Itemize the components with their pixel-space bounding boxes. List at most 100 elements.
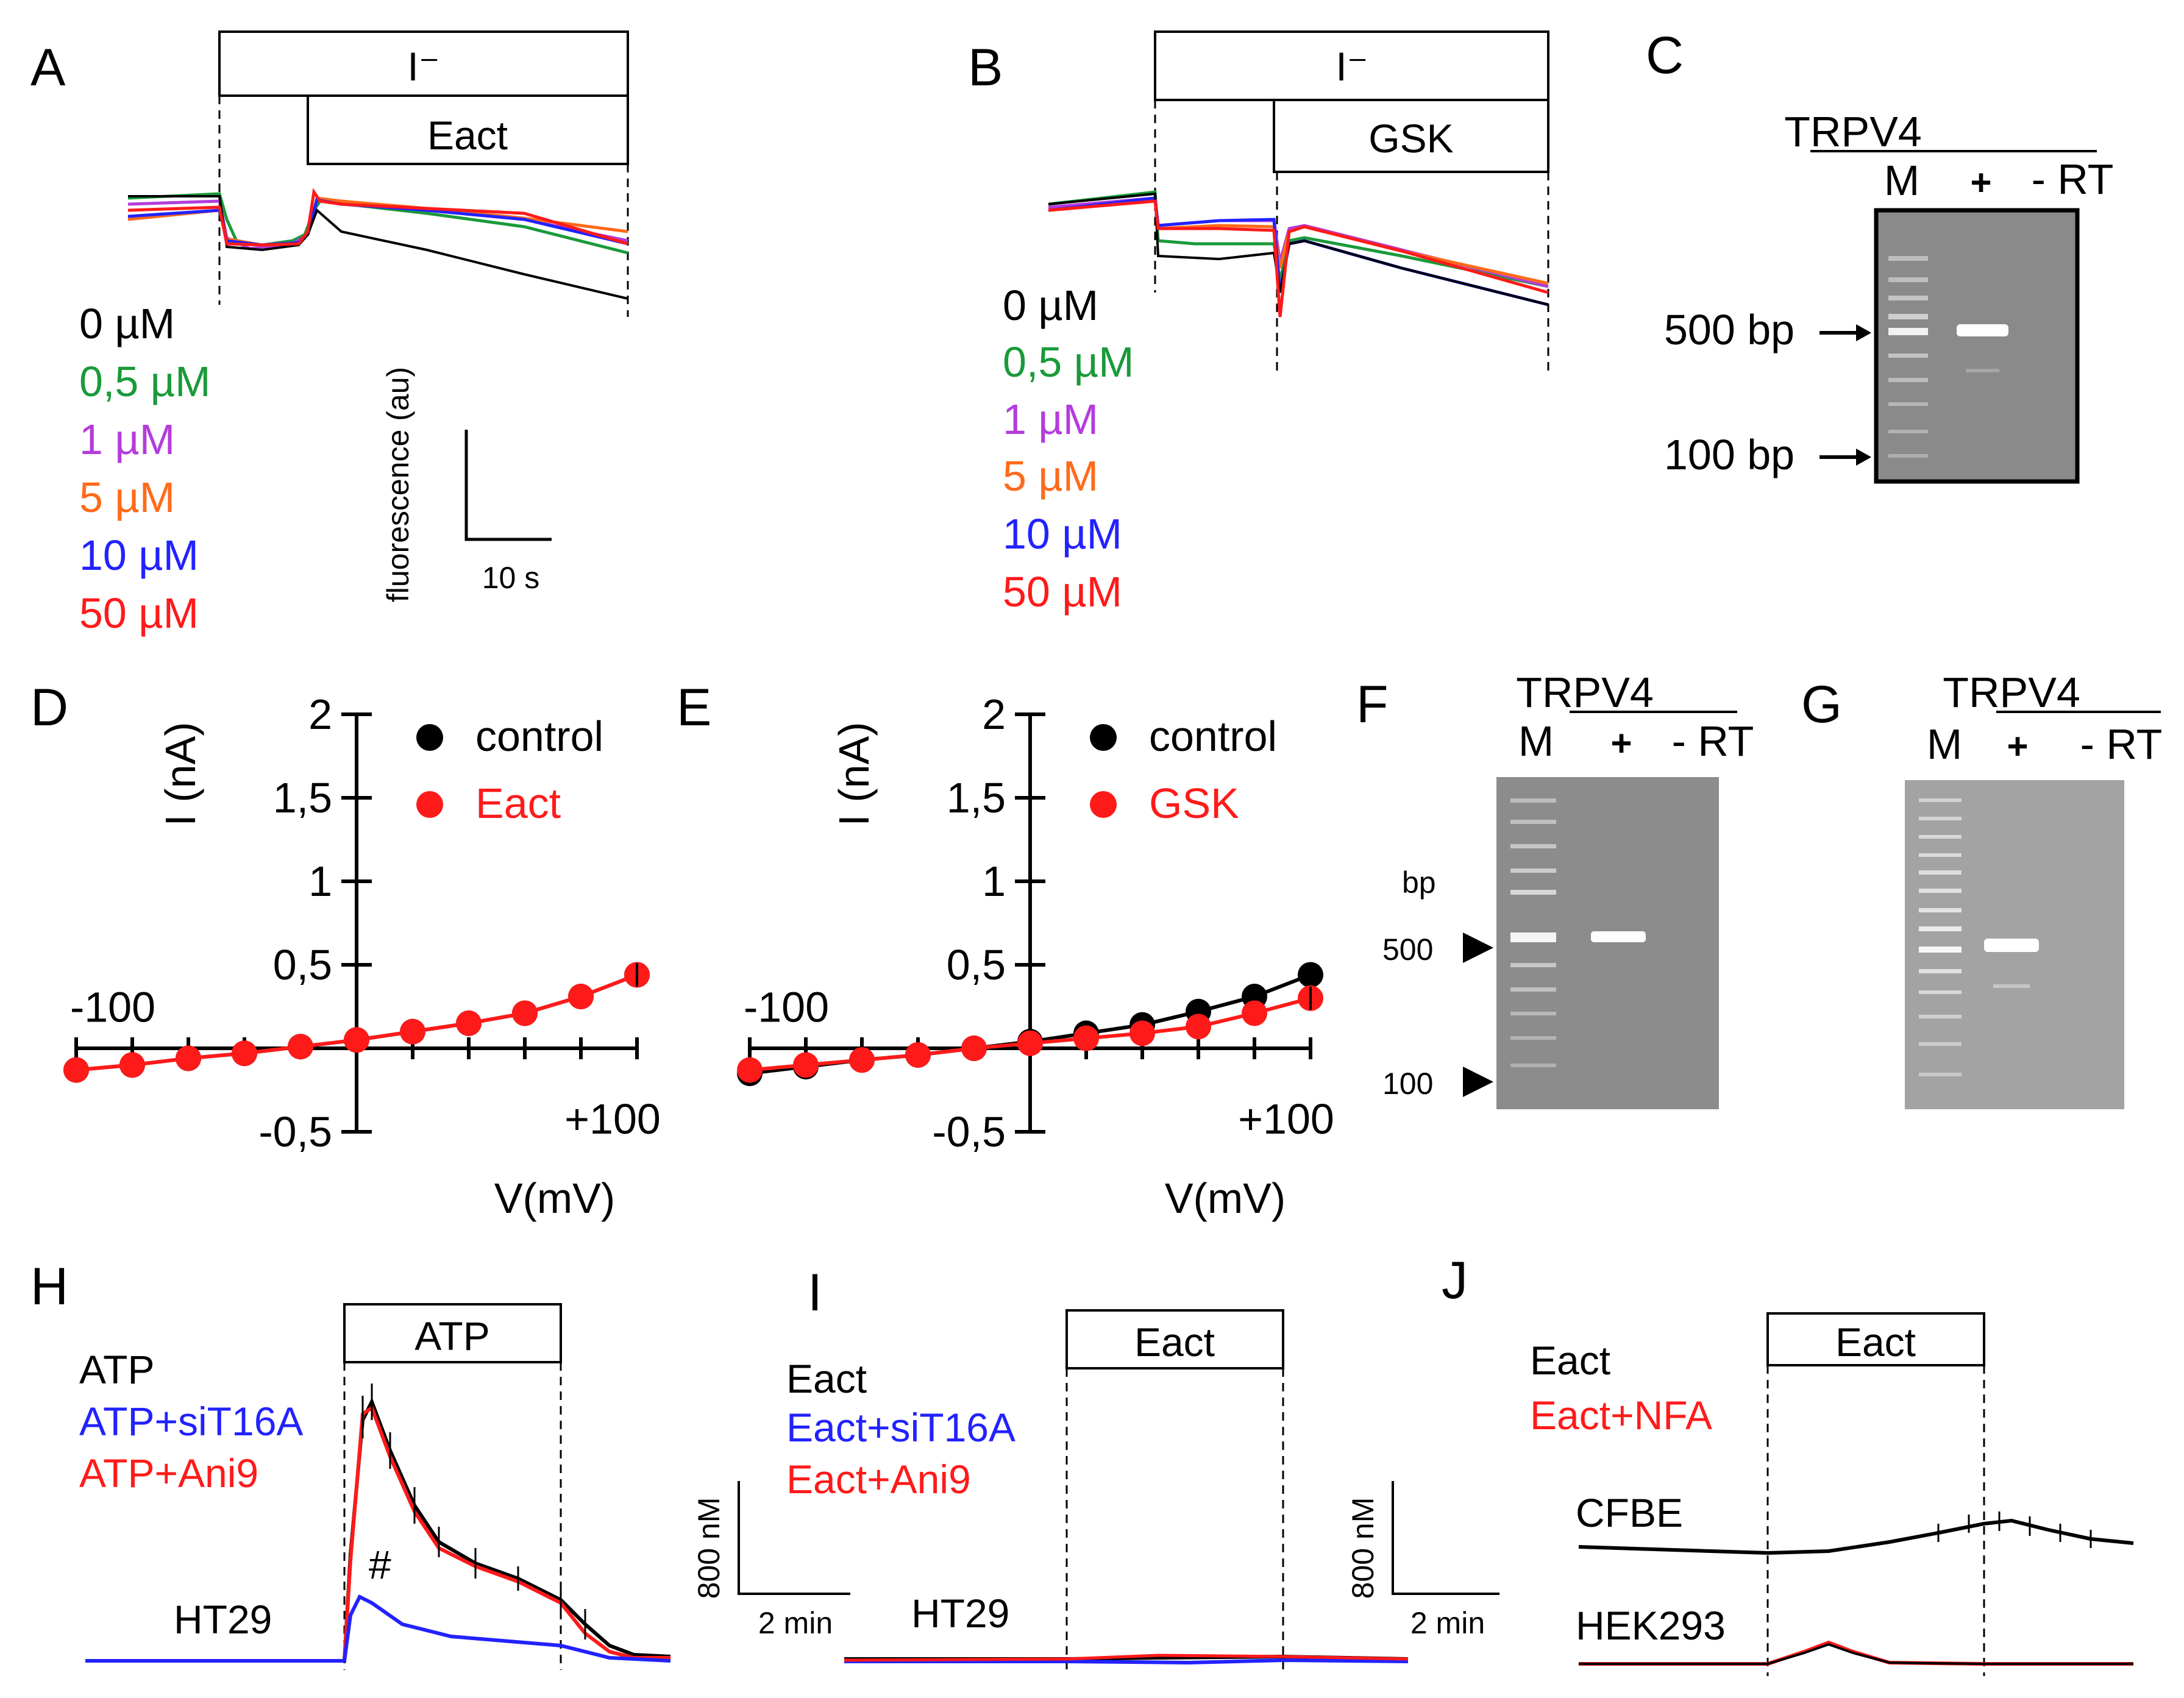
data-point: [1242, 1000, 1267, 1026]
cell-label-i: HT29: [911, 1591, 1009, 1636]
legend-h-atp: ATP: [79, 1347, 154, 1392]
iodide-label: I⁻: [407, 44, 439, 89]
data-point: [568, 984, 594, 1009]
legend-a-5: 5 µM: [79, 474, 175, 521]
legend-a-1: 1 µM: [79, 416, 175, 463]
x-tick-label: -100: [70, 984, 155, 1031]
data-point: [793, 1052, 819, 1078]
scale-i2-2min: 2 min: [1410, 1606, 1485, 1640]
data-point: [737, 1057, 763, 1083]
lane-minus-rt-c: - RT: [2032, 155, 2114, 203]
data-point: [456, 1011, 482, 1036]
data-point: [1073, 1026, 1099, 1051]
legend-d: control Eact: [416, 712, 603, 827]
chart-d-ylabel: I (nA): [157, 722, 204, 826]
marker-500-f: 500: [1382, 932, 1433, 967]
legend-e-control: control: [1149, 712, 1277, 760]
atp-bar-label: ATP: [414, 1313, 489, 1359]
chart-d: -0,5 0,5 1 1,5 2 -100 +100: [63, 691, 661, 1156]
lane-minus-rt-g: - RT: [2080, 720, 2163, 768]
y-tick-label: 1: [982, 858, 1006, 905]
panel-label-h: H: [30, 1257, 68, 1316]
panel-c: C TRPV4 M + - RT 500 bp 100 bp: [1646, 26, 2113, 481]
scale-bar-a: fluorescence (au) 10 s: [381, 367, 552, 602]
y-tick-label: 1,5: [947, 774, 1006, 822]
data-point: [849, 1047, 875, 1073]
panel-d: D I (nA) -0,5 0,5 1 1,5 2 -100 +100 control Ea…: [30, 678, 661, 1222]
lane-m-f: M: [1518, 717, 1554, 765]
data-point: [1129, 1020, 1155, 1046]
marker-100-f: 100: [1382, 1067, 1433, 1101]
legend-h-atp-sit16a: ATP+siT16A: [79, 1399, 303, 1444]
gene-label-f: TRPV4: [1516, 669, 1654, 716]
marker-500bp-c: 500 bp: [1664, 306, 1795, 353]
panel-j: J Eact Eact Eact+NFA CFBE HEK293: [1442, 1251, 2133, 1676]
bp-label-f: bp: [1402, 865, 1436, 900]
figure: A I⁻ Eact 0 µM 0,5 µM 1 µM 5 µM 10 µM 50…: [0, 0, 2184, 1698]
legend-b-1: 1 µM: [1003, 396, 1098, 443]
chart-d-xlabel: V(mV): [494, 1174, 615, 1222]
lane-plus-f: +: [1610, 723, 1632, 764]
legend-i-eact: Eact: [786, 1356, 867, 1401]
panel-label-c: C: [1646, 26, 1684, 85]
panel-f: F TRPV4 M + - RT bp 500 100: [1356, 669, 1754, 1109]
data-point: [176, 1045, 201, 1071]
legend-i-eact-sit16a: Eact+siT16A: [786, 1405, 1016, 1450]
legend-a-0-5: 0,5 µM: [79, 358, 210, 405]
data-point: [905, 1042, 931, 1068]
scale-i-2min: 2 min: [758, 1606, 833, 1640]
legend-b: 0 µM 0,5 µM 1 µM 5 µM 10 µM 50 µM: [1003, 282, 1134, 616]
data-point: [119, 1052, 145, 1078]
lane-m-c: M: [1884, 157, 1919, 204]
legend-e-gsk: GSK: [1149, 780, 1239, 827]
eact-bar-label-i: Eact: [1134, 1320, 1215, 1365]
data-point: [63, 1057, 89, 1083]
calcium-traces-i: [844, 1655, 1408, 1663]
eact-label: Eact: [427, 113, 508, 158]
chart-e-xlabel: V(mV): [1165, 1174, 1286, 1222]
legend-e: control GSK: [1090, 712, 1277, 827]
data-point: [344, 1027, 369, 1053]
legend-j-eact-nfa: Eact+NFA: [1530, 1393, 1712, 1438]
data-point: [1298, 962, 1323, 987]
lane-m-g: M: [1927, 720, 1962, 768]
y-tick-label: 2: [982, 691, 1006, 738]
data-point: [288, 1034, 313, 1059]
iodide-label-b: I⁻: [1336, 44, 1368, 89]
legend-j-eact: Eact: [1530, 1338, 1610, 1383]
panel-i: I Eact Eact Eact+siT16A Eact+Ani9 HT29 8…: [692, 1263, 1499, 1670]
cell-label-cfbe: CFBE: [1576, 1490, 1683, 1535]
cell-label-h: HT29: [174, 1597, 272, 1642]
legend-i-eact-ani9: Eact+Ani9: [786, 1457, 971, 1502]
scale-i-800nm: 800 nM: [692, 1497, 726, 1599]
data-point: [1186, 1014, 1211, 1039]
panel-g: G TRPV4 M + - RT: [1801, 669, 2162, 1109]
panel-label-j: J: [1442, 1251, 1468, 1310]
scale-label-10s: 10 s: [482, 561, 540, 595]
fluorescence-traces-a: [128, 192, 628, 299]
data-point: [232, 1040, 257, 1066]
lane-plus-g: +: [2007, 726, 2028, 767]
y-tick-label: -0,5: [932, 1108, 1006, 1156]
legend-b-0-5: 0,5 µM: [1003, 338, 1134, 386]
legend-b-50: 50 µM: [1003, 568, 1122, 616]
legend-d-control: control: [475, 712, 603, 760]
data-point: [961, 1035, 987, 1061]
lane-minus-rt-f: - RT: [1672, 717, 1754, 765]
data-point: [1017, 1031, 1043, 1056]
y-tick-label: 0,5: [273, 941, 332, 989]
legend-a-10: 10 µM: [79, 531, 199, 579]
y-tick-label: 1,5: [273, 774, 332, 822]
legend-b-10: 10 µM: [1003, 510, 1122, 558]
data-point: [400, 1019, 425, 1045]
x-tick-label: +100: [1238, 1095, 1334, 1143]
marker-100bp-c: 100 bp: [1664, 431, 1795, 478]
x-tick-label: -100: [744, 984, 829, 1031]
panel-label-b: B: [968, 38, 1003, 97]
legend-a-50: 50 µM: [79, 589, 199, 637]
scale-bar-i2: 800 nM 2 min: [1346, 1481, 1499, 1640]
y-tick-label: -0,5: [258, 1108, 332, 1156]
panel-label-a: A: [30, 38, 66, 97]
gel-f: [1496, 777, 1719, 1109]
panel-b: B I⁻ GSK 0 µM 0,5 µM 1 µM 5 µM 10 µM 50 …: [968, 32, 1548, 616]
